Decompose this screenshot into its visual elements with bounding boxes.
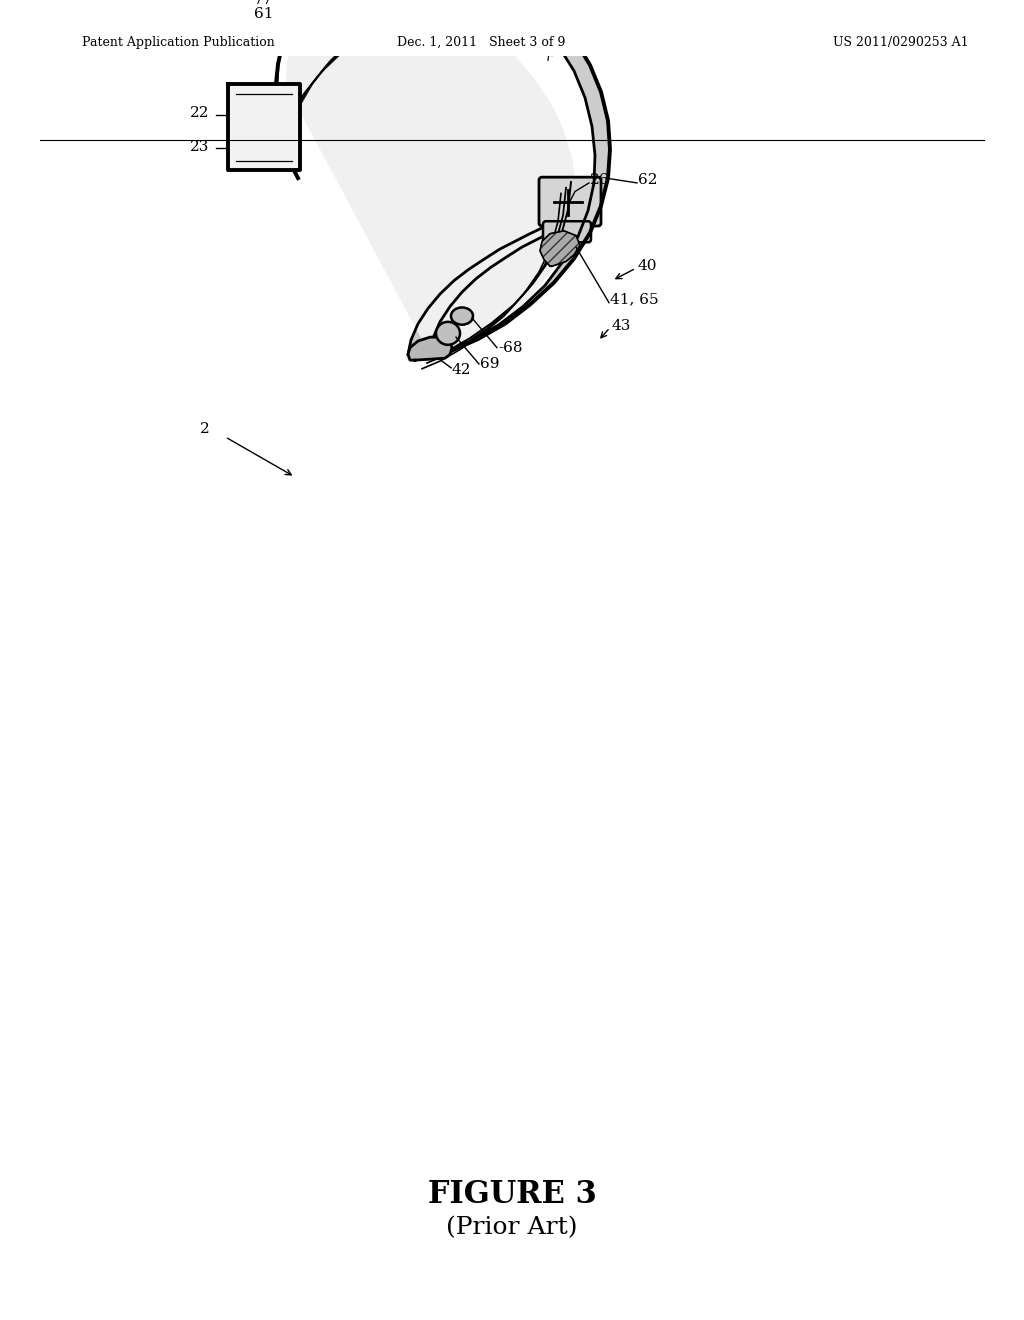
- Text: 69: 69: [480, 356, 500, 371]
- Text: -68: -68: [498, 341, 522, 355]
- Text: 77: 77: [254, 0, 273, 7]
- Circle shape: [436, 322, 460, 345]
- Polygon shape: [440, 279, 476, 294]
- Polygon shape: [548, 185, 594, 218]
- Text: 23: 23: [190, 140, 209, 153]
- Ellipse shape: [451, 308, 473, 325]
- Polygon shape: [560, 214, 584, 218]
- Text: 76: 76: [395, 0, 415, 3]
- Polygon shape: [418, 306, 450, 323]
- Polygon shape: [540, 231, 580, 267]
- Polygon shape: [287, 0, 575, 358]
- Text: US 2011/0290253 A1: US 2011/0290253 A1: [834, 36, 969, 49]
- Text: Dec. 1, 2011   Sheet 3 of 9: Dec. 1, 2011 Sheet 3 of 9: [397, 36, 565, 49]
- Text: 26: 26: [590, 173, 609, 187]
- FancyBboxPatch shape: [543, 222, 591, 243]
- Text: 42: 42: [452, 363, 471, 376]
- Polygon shape: [411, 322, 440, 341]
- Polygon shape: [485, 247, 522, 259]
- Text: 43: 43: [612, 318, 632, 333]
- Polygon shape: [428, 292, 462, 309]
- Polygon shape: [528, 227, 562, 235]
- FancyBboxPatch shape: [539, 177, 601, 226]
- Polygon shape: [469, 256, 507, 269]
- Polygon shape: [408, 338, 433, 354]
- Polygon shape: [276, 0, 610, 358]
- Polygon shape: [228, 84, 300, 170]
- Text: FIGURE 3: FIGURE 3: [428, 1179, 596, 1210]
- Text: 40: 40: [638, 259, 657, 273]
- Text: 62: 62: [638, 173, 657, 187]
- Text: 61: 61: [254, 8, 273, 21]
- Text: 41, 65: 41, 65: [610, 293, 658, 306]
- Polygon shape: [500, 239, 537, 249]
- FancyBboxPatch shape: [270, 0, 362, 1]
- Text: Patent Application Publication: Patent Application Publication: [82, 36, 274, 49]
- Polygon shape: [540, 222, 572, 228]
- Text: 2: 2: [200, 422, 210, 436]
- Text: (Prior Art): (Prior Art): [446, 1216, 578, 1239]
- Polygon shape: [556, 215, 582, 220]
- Polygon shape: [515, 232, 550, 242]
- Polygon shape: [550, 218, 578, 224]
- Polygon shape: [454, 267, 490, 281]
- Polygon shape: [408, 337, 452, 360]
- Text: 22: 22: [190, 106, 210, 120]
